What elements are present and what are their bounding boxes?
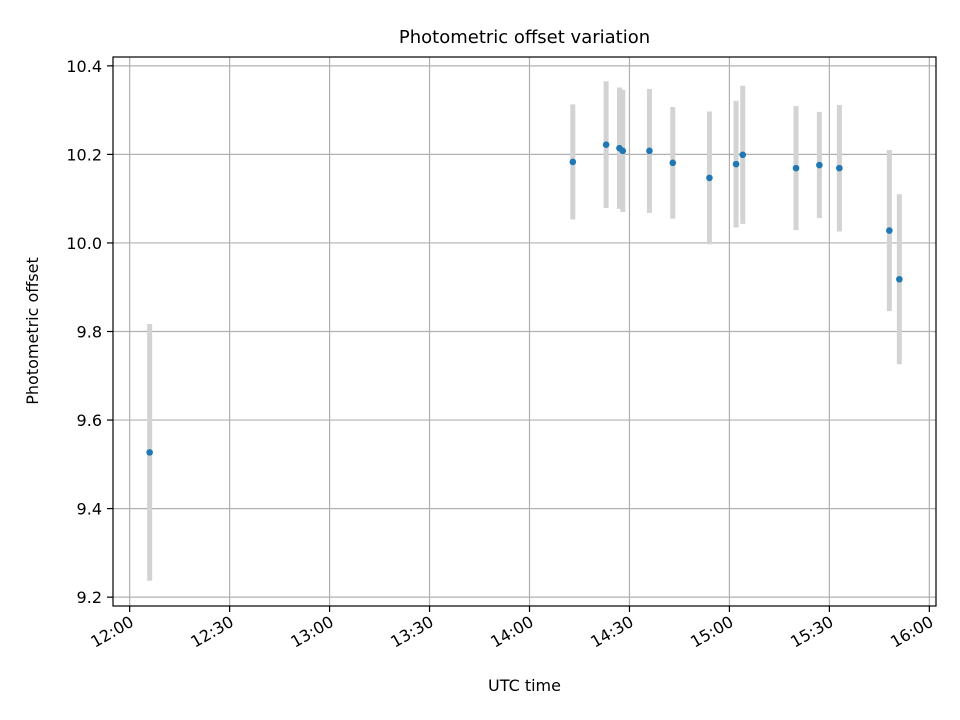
data-point — [569, 158, 577, 166]
gridlines — [113, 57, 936, 606]
data-points — [146, 141, 903, 456]
x-tick-label: 16:00 — [887, 612, 936, 652]
data-point — [732, 160, 740, 168]
data-point — [669, 159, 677, 167]
data-point — [602, 141, 610, 148]
data-point — [836, 164, 843, 172]
data-point — [816, 161, 823, 169]
y-tick-label: 9.6 — [77, 411, 102, 430]
y-tick-label: 9.4 — [77, 500, 102, 519]
chart-title: Photometric offset variation — [399, 27, 650, 48]
x-axis-label: UTC time — [488, 676, 561, 695]
y-tick-label: 9.2 — [77, 588, 102, 607]
data-point — [739, 151, 747, 159]
x-tick-label: 15:30 — [787, 612, 836, 652]
x-tick-label: 14:30 — [587, 612, 636, 652]
data-point — [646, 147, 653, 155]
data-point — [706, 174, 713, 182]
x-tick-label: 13:00 — [287, 612, 336, 652]
y-tick-label: 9.8 — [77, 323, 102, 342]
y-axis-label: Photometric offset — [23, 257, 42, 405]
x-tick-label: 12:00 — [87, 612, 136, 652]
x-tick-label: 15:00 — [687, 612, 736, 652]
data-point — [886, 227, 893, 234]
y-axis-ticks: 9.2 9.4 9.6 9.8 10.0 10.2 10.4 — [66, 57, 113, 607]
data-point — [792, 164, 800, 172]
y-tick-label: 10.0 — [66, 234, 102, 253]
y-tick-label: 10.4 — [66, 57, 102, 76]
x-tick-label: 14:00 — [487, 612, 536, 652]
data-point — [619, 147, 627, 155]
data-point — [896, 275, 903, 283]
x-tick-label: 13:30 — [387, 612, 436, 652]
data-point — [146, 449, 153, 456]
x-tick-label: 12:30 — [187, 612, 236, 652]
x-axis-ticks: 12:00 12:30 13:00 13:30 14:00 14:30 15:00 15:30… — [87, 606, 937, 652]
y-tick-label: 10.2 — [66, 145, 102, 164]
